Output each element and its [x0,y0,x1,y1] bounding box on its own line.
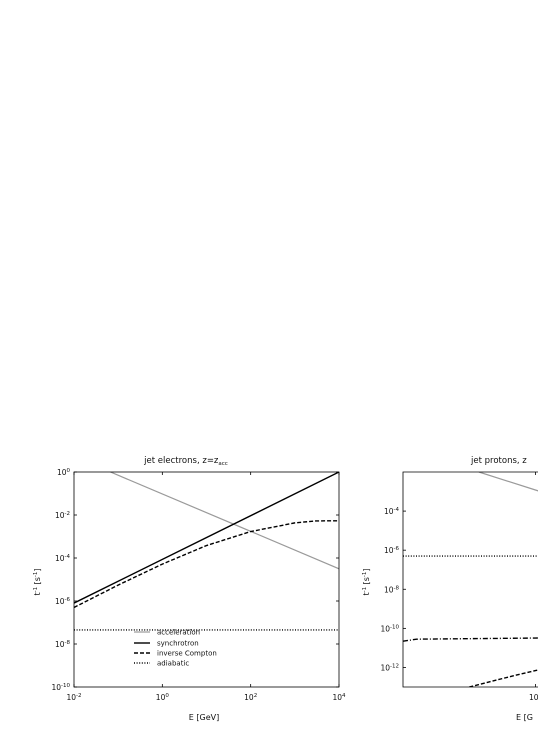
x-axis-ticks: 10-2 100 102 104 [66,472,346,702]
x-tick-label: 10-2 [66,693,81,702]
series-line-dashdot-2 [403,637,538,642]
y-tick-label: 10-2 [55,511,70,520]
series-line-inverse-compton [74,520,339,609]
series-line-dashed-3 [469,669,538,687]
y-tick-label: 10-10 [51,683,70,692]
legend: acceleration synchrotron inverse Compton… [134,629,217,668]
y-tick-label: 100 [57,468,71,477]
series-line-synchrotron [74,472,339,604]
legend-label: inverse Compton [157,650,217,658]
y-tick-label: 10-4 [55,554,71,563]
y-axis-ticks: 10-4 10-6 10-8 10-10 10-12 [380,507,406,672]
plot-frame [73,471,340,688]
y-tick-label: 10-6 [384,546,400,555]
legend-label: synchrotron [157,640,199,648]
x-tick-label: 100 [156,693,170,702]
x-axis-label: E [GeV] [189,713,219,722]
x-tick-label: 104 [332,693,346,702]
y-tick-label: 10-4 [384,507,400,516]
chart-protons: jet protons, z 102 10-4 10-6 10-8 10-10 10-1… [362,456,538,722]
x-tick-label: 102 [244,693,257,702]
y-tick-label: 10-6 [55,597,71,606]
x-axis-label: E [G [516,713,533,722]
legend-label: adiabatic [157,660,189,668]
series-line-acceleration [110,472,339,570]
legend-label: acceleration [157,629,200,637]
y-tick-label: 10-8 [55,640,71,649]
plot-frame [402,471,538,688]
y-tick-label: 10-8 [384,585,400,594]
chart-title: jet protons, z [470,456,527,466]
y-axis-label: t-1 [s-1] [33,568,42,595]
x-axis-ticks: 102 [529,472,538,702]
y-tick-label: 10-10 [380,624,399,633]
chart-title: jet electrons, z=zacc [143,456,228,467]
chart-electrons: jet electrons, z=zacc 10-2 100 102 104 1001… [33,456,346,722]
series-group [74,472,339,631]
x-tick-label: 102 [529,693,538,702]
series-group [403,472,538,687]
series-line-solid-0 [478,472,538,492]
y-axis-ticks: 100 10-2 10-4 10-6 10-8 10-10 [51,468,339,692]
y-tick-label: 10-12 [380,663,399,672]
y-axis-label: t-1 [s-1] [362,568,371,595]
